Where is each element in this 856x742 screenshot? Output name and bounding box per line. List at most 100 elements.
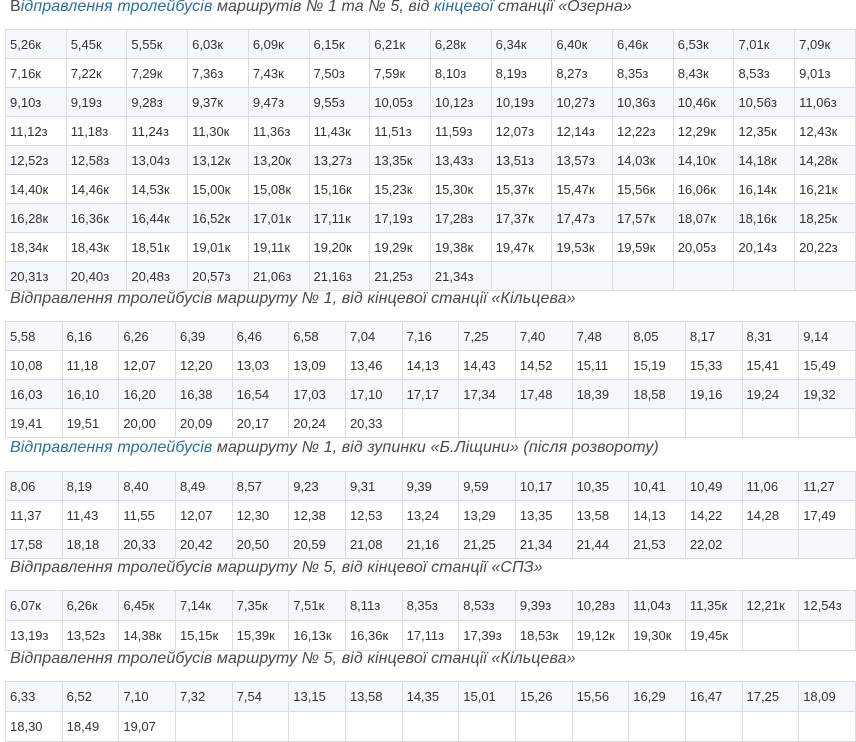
- departure-time-cell: 6,46к: [612, 29, 674, 59]
- departure-time-cell: 5,26к: [5, 29, 67, 59]
- table-row: 17,58 18,18 20,33 20,42 20,50 20,59 21,08 21,16…: [5, 529, 856, 559]
- departure-time-cell: 15,56: [571, 681, 630, 712]
- departure-time-cell: 6,09к: [247, 29, 310, 59]
- departure-time-cell: 13,27з: [308, 145, 371, 175]
- departure-time-cell: 6,21к: [369, 29, 431, 59]
- table-row: 13,19з 13,52з 14,38к 15,15к 15,39к 16,13к 16,3…: [5, 620, 856, 651]
- departure-time-cell: [794, 261, 856, 291]
- departure-time-cell: 5,55к: [126, 29, 189, 59]
- title-segment: ідправлення тролейбусів: [20, 0, 213, 15]
- departure-time-cell: 16,03: [5, 379, 63, 409]
- departure-time-cell: 7,10: [118, 681, 176, 712]
- departure-time-cell: 20,09: [174, 408, 233, 438]
- departure-time-cell: 12,22з: [612, 116, 674, 146]
- departure-time-cell: 5,45к: [65, 29, 128, 59]
- departure-time-cell: 14,43: [458, 350, 516, 380]
- departure-time-cell: 12,35к: [733, 116, 796, 146]
- departure-time-cell: 18,51к: [126, 232, 189, 262]
- departure-time-cell: 8,31: [741, 321, 800, 351]
- table-row: 9,10з 9,19з 9,28з 9,37к 9,47з 9,55з 10,05з 10,1…: [5, 87, 856, 117]
- departure-time-cell: 9,31: [344, 471, 403, 501]
- title-segment: Відправлення тролейбусів маршруту № 5, в…: [10, 650, 576, 667]
- departure-time-cell: 19,51: [61, 408, 120, 438]
- departure-time-cell: 6,03к: [187, 29, 249, 59]
- departure-time-cell: 21,08: [344, 529, 403, 559]
- departure-time-cell: 11,43к: [308, 116, 371, 146]
- schedule-table-b-lishchyny: 8,06 8,19 8,40 8,49 8,57 9,23 9,31 9,39 9,59 10,1…: [5, 471, 856, 559]
- departure-time-cell: 14,52: [514, 350, 573, 380]
- departure-time-cell: 11,36з: [247, 116, 310, 146]
- departure-time-cell: 9,10з: [5, 87, 67, 117]
- departure-time-cell: 7,14к: [174, 590, 233, 621]
- departure-time-cell: [344, 711, 403, 742]
- departure-time-cell: 18,58: [628, 379, 686, 409]
- departure-time-cell: 20,31з: [5, 261, 67, 291]
- departure-time-cell: 16,06к: [672, 174, 735, 204]
- departure-time-cell: 6,40к: [551, 29, 614, 59]
- departure-time-cell: 12,43к: [794, 116, 856, 146]
- section-title-kiltseva-route1: Відправлення тролейбусів маршруту № 1, в…: [10, 289, 576, 309]
- departure-time-cell: 8,17: [684, 321, 743, 351]
- departure-time-cell: [458, 408, 516, 438]
- departure-time-cell: 13,35к: [369, 145, 431, 175]
- departure-time-cell: 12,58з: [65, 145, 128, 175]
- departure-time-cell: [571, 711, 630, 742]
- departure-time-cell: 15,49: [798, 350, 856, 380]
- departure-time-cell: 12,20: [174, 350, 233, 380]
- departure-time-cell: 15,01: [458, 681, 516, 712]
- section-title-ozerna: Відправлення тролейбусів маршрутів № 1 т…: [10, 0, 632, 17]
- departure-time-cell: 18,16к: [733, 203, 796, 233]
- departure-time-cell: 10,35: [571, 471, 630, 501]
- departure-time-cell: 21,06з: [247, 261, 310, 291]
- departure-time-cell: 12,52з: [5, 145, 67, 175]
- departure-time-cell: 13,19з: [5, 620, 63, 651]
- departure-time-cell: 14,38к: [118, 620, 176, 651]
- departure-time-cell: 13,04з: [126, 145, 189, 175]
- departure-time-cell: [684, 711, 743, 742]
- departure-time-cell: 14,53к: [126, 174, 189, 204]
- departure-time-cell: 8,05: [628, 321, 686, 351]
- table-row: 7,16к 7,22к 7,29к 7,36з 7,43к 7,50з 7,59к 8,10з…: [5, 58, 856, 88]
- departure-time-cell: 19,24: [741, 379, 800, 409]
- departure-time-cell: 18,49: [61, 711, 120, 742]
- departure-time-cell: 20,22з: [794, 232, 856, 262]
- departure-time-cell: 9,55з: [308, 87, 371, 117]
- departure-time-cell: 13,09: [288, 350, 346, 380]
- departure-time-cell: 9,39з: [514, 590, 573, 621]
- departure-time-cell: 8,19з: [490, 58, 553, 88]
- table-row: 14,40к 14,46к 14,53к 15,00к 15,08к 15,16к 15,2…: [5, 174, 856, 204]
- departure-time-cell: 14,28к: [794, 145, 856, 175]
- departure-time-cell: 16,13к: [288, 620, 346, 651]
- departure-time-cell: 6,45к: [118, 590, 176, 621]
- departure-time-cell: 15,33: [684, 350, 743, 380]
- departure-time-cell: [514, 711, 573, 742]
- departure-time-cell: 15,39к: [231, 620, 290, 651]
- title-segment: Відправлення тролейбусів маршруту № 1, в…: [10, 290, 576, 307]
- section-title-spz: Відправлення тролейбусів маршруту № 5, в…: [10, 558, 543, 578]
- departure-time-cell: 19,12к: [571, 620, 630, 651]
- departure-time-cell: 16,14к: [733, 174, 796, 204]
- departure-time-cell: 17,39з: [458, 620, 516, 651]
- departure-time-cell: 8,49: [174, 471, 233, 501]
- departure-time-cell: 16,52к: [187, 203, 249, 233]
- departure-time-cell: 20,48з: [126, 261, 189, 291]
- title-segment: маршруту № 1, від зупинки «Б.Ліщини» (пі…: [212, 439, 659, 456]
- departure-time-cell: 17,11з: [401, 620, 460, 651]
- departure-time-cell: 18,09: [798, 681, 856, 712]
- departure-time-cell: [733, 261, 796, 291]
- departure-time-cell: 7,59к: [369, 58, 431, 88]
- title-segment: маршрутів № 1 та № 5, від: [212, 0, 435, 15]
- departure-time-cell: 18,25к: [794, 203, 856, 233]
- departure-time-cell: 10,41: [628, 471, 686, 501]
- departure-time-cell: [628, 711, 686, 742]
- table-row: 20,31з 20,40з 20,48з 20,57з 21,06з 21,16з 21,2…: [5, 261, 856, 291]
- departure-time-cell: 6,26к: [61, 590, 120, 621]
- departure-time-cell: 19,29к: [369, 232, 431, 262]
- departure-time-cell: 12,53: [344, 500, 403, 530]
- departure-time-cell: 10,27з: [551, 87, 614, 117]
- departure-time-cell: 11,55: [118, 500, 176, 530]
- departure-time-cell: 16,36к: [65, 203, 128, 233]
- title-segment: Відправлення тролейбусів: [10, 439, 213, 456]
- departure-time-cell: 16,10: [61, 379, 120, 409]
- departure-time-cell: 8,43к: [672, 58, 735, 88]
